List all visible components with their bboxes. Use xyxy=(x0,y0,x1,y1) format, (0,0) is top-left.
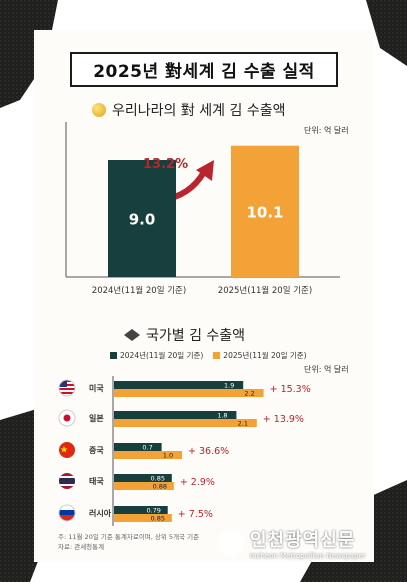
footnote: 주: 11월 20일 기준 통계자료이며, 상위 5개국 기준 자료: 관세청통… xyxy=(58,532,199,552)
section2-heading: 국가별 김 수출액 xyxy=(124,325,245,345)
bar-2025 xyxy=(114,514,172,522)
growth-label: + 7.5% xyxy=(178,509,213,520)
bar-2024 xyxy=(114,474,172,482)
bar-value-label-2025: 10.1 xyxy=(246,203,283,221)
growth-percentage: 13.2% xyxy=(143,157,189,172)
country-label: 미국 xyxy=(89,383,104,393)
bar-value-label: 1.0 xyxy=(163,452,173,460)
bar-value-label: 2.1 xyxy=(238,420,248,428)
bar-2025 xyxy=(114,389,264,397)
watermark-korean: 인천광역신문 xyxy=(250,530,356,551)
x-label-2025: 2025년(11월 20일 기준) xyxy=(217,286,313,296)
bar-2025 xyxy=(231,145,299,277)
legend-swatch-2025 xyxy=(213,352,221,359)
bar-value-label: 1.8 xyxy=(217,412,227,420)
bar-2024 xyxy=(108,160,176,277)
bar-value-label: 2.2 xyxy=(244,390,254,398)
legend-label-2024: 2024년(11월 20일 기준) xyxy=(120,351,204,360)
country-label: 러시아 xyxy=(89,508,112,518)
bar-value-label: 1.9 xyxy=(224,382,234,390)
section2-title: 국가별 김 수출액 xyxy=(146,328,246,344)
bar-value-label: 0.85 xyxy=(151,475,165,483)
diamond-icon xyxy=(124,329,140,341)
bar-2024 xyxy=(114,381,244,389)
bar-2024 xyxy=(114,506,168,514)
legend-swatch-2024 xyxy=(110,352,117,359)
thailand-flag-icon xyxy=(59,473,75,489)
legend: 2024년(11월 20일 기준) 2025년(11월 20일 기준) xyxy=(110,350,307,361)
seaweed-top-left-image xyxy=(0,0,58,108)
section2-unit: 단위: 억 달러 xyxy=(304,365,349,374)
bar-value-label: 0.88 xyxy=(153,483,167,491)
bar-2025 xyxy=(114,451,182,459)
growth-label: + 36.6% xyxy=(188,446,229,457)
section1-heading: 우리나라의 對 세계 김 수출액 xyxy=(92,100,285,120)
china-flag-icon xyxy=(59,442,75,458)
title-box: 2025년 對세계 김 수출 실적 xyxy=(70,52,338,87)
bar-2024 xyxy=(114,411,237,419)
seaweed-top-right-image xyxy=(366,0,407,66)
bar-2025 xyxy=(114,482,174,490)
watermark-english: Incheon Metropolitan Newspaper xyxy=(250,552,366,560)
x-label-2024: 2024년(11월 20일 기준) xyxy=(91,286,187,296)
country-label: 태국 xyxy=(89,476,104,486)
footnote-line1: 주: 11월 20일 기준 통계자료이며, 상위 5개국 기준 xyxy=(58,533,200,541)
footnote-line2: 자료: 관세청통계 xyxy=(58,543,105,551)
section1-unit: 단위: 억 달러 xyxy=(304,126,349,135)
legend-label-2025: 2025년(11월 20일 기준) xyxy=(223,351,307,360)
watermark: 인천광역신문 Incheon Metropolitan Newspaper xyxy=(218,526,366,560)
bar-2025 xyxy=(114,419,257,427)
bar-2024 xyxy=(114,443,162,451)
growth-label: + 15.3% xyxy=(270,384,311,395)
growth-arrow-head-icon xyxy=(196,160,214,181)
newspaper-logo-icon xyxy=(218,530,244,556)
us-flag-icon xyxy=(58,379,76,397)
bar-value-label: 0.79 xyxy=(146,507,160,515)
country-label: 일본 xyxy=(89,413,104,423)
bar-value-label-2024: 9.0 xyxy=(129,211,156,229)
coin-icon xyxy=(92,103,106,117)
section1-title: 우리나라의 對 세계 김 수출액 xyxy=(112,103,286,119)
country-label: 중국 xyxy=(89,446,104,455)
bar-value-label: 0.7 xyxy=(142,444,152,452)
growth-label: + 2.9% xyxy=(180,477,215,488)
page-title: 2025년 對세계 김 수출 실적 xyxy=(93,62,315,82)
infographic-card xyxy=(34,30,374,562)
growth-label: + 13.9% xyxy=(263,414,304,425)
japan-flag-icon xyxy=(58,409,76,427)
russia-flag-icon xyxy=(58,504,76,522)
bar-value-label: 0.85 xyxy=(151,515,165,523)
total-export-chart: 9.0 10.1 xyxy=(65,122,340,278)
